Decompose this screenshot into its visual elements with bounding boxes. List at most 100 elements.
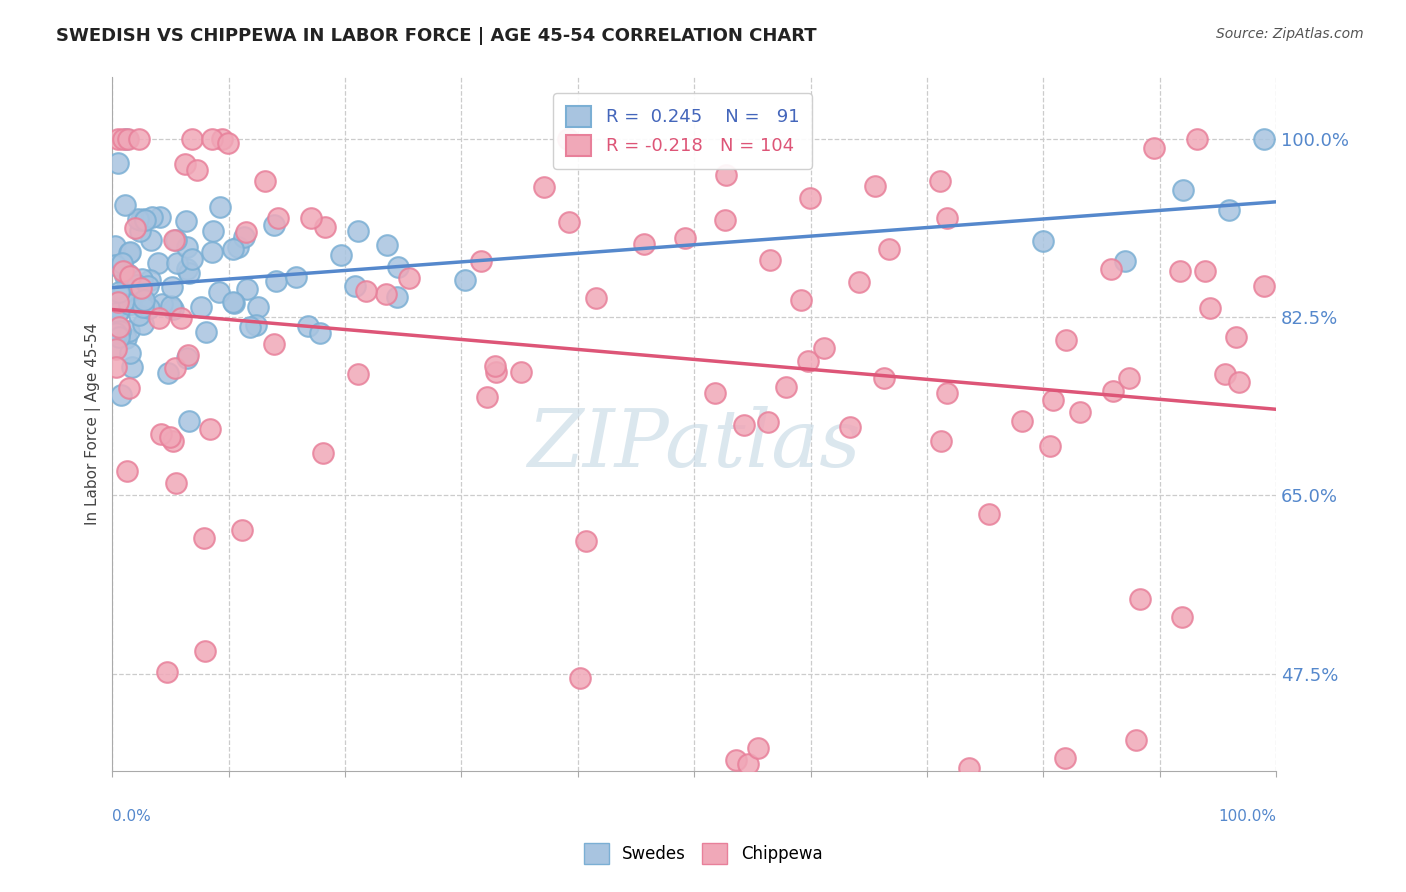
- Y-axis label: In Labor Force | Age 45-54: In Labor Force | Age 45-54: [86, 323, 101, 525]
- Point: [159, 430, 181, 444]
- Point: [138, 278, 160, 293]
- Point: [385, 290, 408, 304]
- Point: [1102, 384, 1125, 398]
- Point: [533, 180, 555, 194]
- Point: [162, 302, 184, 317]
- Point: [132, 300, 155, 314]
- Point: [132, 317, 155, 331]
- Point: [221, 294, 243, 309]
- Point: [747, 740, 769, 755]
- Point: [211, 131, 233, 145]
- Text: 100.0%: 100.0%: [1218, 809, 1277, 824]
- Point: [790, 293, 813, 308]
- Point: [128, 309, 150, 323]
- Point: [150, 297, 173, 311]
- Point: [343, 279, 366, 293]
- Point: [104, 239, 127, 253]
- Point: [673, 231, 696, 245]
- Point: [235, 225, 257, 239]
- Point: [115, 331, 138, 345]
- Point: [929, 174, 952, 188]
- Point: [314, 220, 336, 235]
- Point: [208, 285, 231, 299]
- Point: [454, 273, 477, 287]
- Point: [1054, 750, 1077, 764]
- Point: [1114, 254, 1136, 268]
- Point: [118, 246, 141, 260]
- Point: [107, 305, 129, 319]
- Point: [176, 348, 198, 362]
- Point: [1218, 202, 1240, 217]
- Point: [107, 294, 129, 309]
- Point: [160, 280, 183, 294]
- Point: [176, 240, 198, 254]
- Point: [1171, 609, 1194, 624]
- Point: [253, 174, 276, 188]
- Point: [1143, 141, 1166, 155]
- Point: [111, 131, 134, 145]
- Point: [1213, 367, 1236, 381]
- Point: [470, 254, 492, 268]
- Point: [134, 212, 156, 227]
- Point: [222, 242, 245, 256]
- Point: [114, 197, 136, 211]
- Point: [104, 258, 127, 272]
- Point: [134, 293, 156, 308]
- Point: [1032, 234, 1054, 248]
- Point: [848, 275, 870, 289]
- Point: [107, 155, 129, 169]
- Point: [877, 243, 900, 257]
- Point: [127, 212, 149, 227]
- Point: [139, 233, 162, 247]
- Point: [121, 360, 143, 375]
- Point: [267, 211, 290, 226]
- Point: [1185, 131, 1208, 145]
- Point: [107, 330, 129, 344]
- Point: [245, 318, 267, 332]
- Point: [246, 300, 269, 314]
- Point: [107, 285, 129, 299]
- Point: [558, 215, 581, 229]
- Point: [1225, 329, 1247, 343]
- Point: [193, 531, 215, 545]
- Point: [110, 388, 132, 402]
- Point: [150, 426, 173, 441]
- Point: [1039, 439, 1062, 453]
- Point: [141, 211, 163, 225]
- Point: [575, 534, 598, 549]
- Point: [1171, 183, 1194, 197]
- Point: [1199, 301, 1222, 316]
- Point: [509, 365, 531, 379]
- Point: [148, 256, 170, 270]
- Point: [170, 311, 193, 326]
- Point: [299, 211, 322, 225]
- Point: [1253, 131, 1275, 145]
- Legend: R =  0.245    N =   91, R = -0.218   N = 104: R = 0.245 N = 91, R = -0.218 N = 104: [553, 94, 811, 169]
- Point: [176, 261, 198, 276]
- Point: [799, 191, 821, 205]
- Point: [633, 237, 655, 252]
- Point: [329, 248, 352, 262]
- Point: [477, 390, 499, 404]
- Point: [387, 260, 409, 274]
- Point: [264, 274, 287, 288]
- Point: [263, 219, 285, 233]
- Point: [737, 757, 759, 772]
- Point: [173, 157, 195, 171]
- Point: [863, 179, 886, 194]
- Point: [929, 434, 952, 449]
- Point: [181, 131, 204, 145]
- Point: [231, 523, 253, 537]
- Point: [1227, 375, 1250, 389]
- Point: [356, 285, 378, 299]
- Text: ZIPatlas: ZIPatlas: [527, 406, 860, 483]
- Point: [115, 131, 138, 145]
- Point: [284, 269, 307, 284]
- Point: [704, 385, 727, 400]
- Point: [1253, 279, 1275, 293]
- Point: [118, 297, 141, 311]
- Text: SWEDISH VS CHIPPEWA IN LABOR FORCE | AGE 45-54 CORRELATION CHART: SWEDISH VS CHIPPEWA IN LABOR FORCE | AGE…: [56, 27, 817, 45]
- Point: [568, 671, 591, 685]
- Point: [775, 379, 797, 393]
- Point: [484, 359, 506, 374]
